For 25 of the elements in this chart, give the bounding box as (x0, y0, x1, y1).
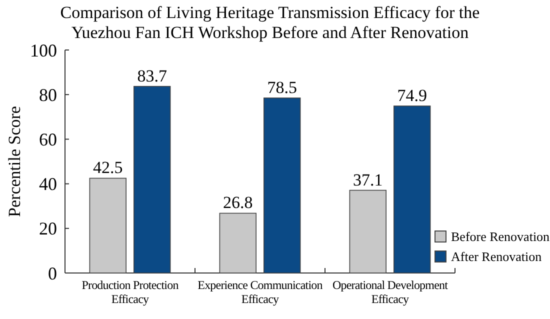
x-tick-label: Operational Development Efficacy (332, 278, 449, 306)
bar (219, 212, 256, 274)
data-label: 26.8 (223, 193, 253, 212)
bar (349, 190, 386, 274)
y-tick-label: 60 (39, 130, 57, 150)
bar (89, 178, 126, 274)
y-tick-label: 80 (39, 84, 57, 105)
y-tick-label: 40 (39, 174, 57, 194)
bar (264, 98, 301, 274)
y-axis-title: Percentile Score (5, 106, 24, 217)
data-label: 37.1 (353, 170, 383, 190)
x-tick-label: Experience Communication Efficacy (198, 278, 323, 306)
data-label: 83.7 (137, 66, 168, 86)
y-tick-label: 20 (39, 218, 57, 239)
data-label: 78.5 (267, 78, 297, 97)
y-tick-label: 0 (48, 263, 57, 284)
chart-title: Comparison of Living Heritage Transmission Efficacy for the Yuezhou Fan ICH Workshop Before and After Renovation (60, 3, 480, 42)
bar (134, 86, 171, 274)
x-tick-label: Production Protection Efficacy (82, 278, 179, 306)
data-label: 42.5 (93, 158, 123, 178)
bar (394, 106, 431, 274)
y-tick-label: 100 (30, 40, 57, 60)
data-label: 74.9 (397, 86, 427, 105)
legend-label: After Renovation (451, 249, 542, 264)
legend-label: Before Renovation (451, 229, 550, 244)
